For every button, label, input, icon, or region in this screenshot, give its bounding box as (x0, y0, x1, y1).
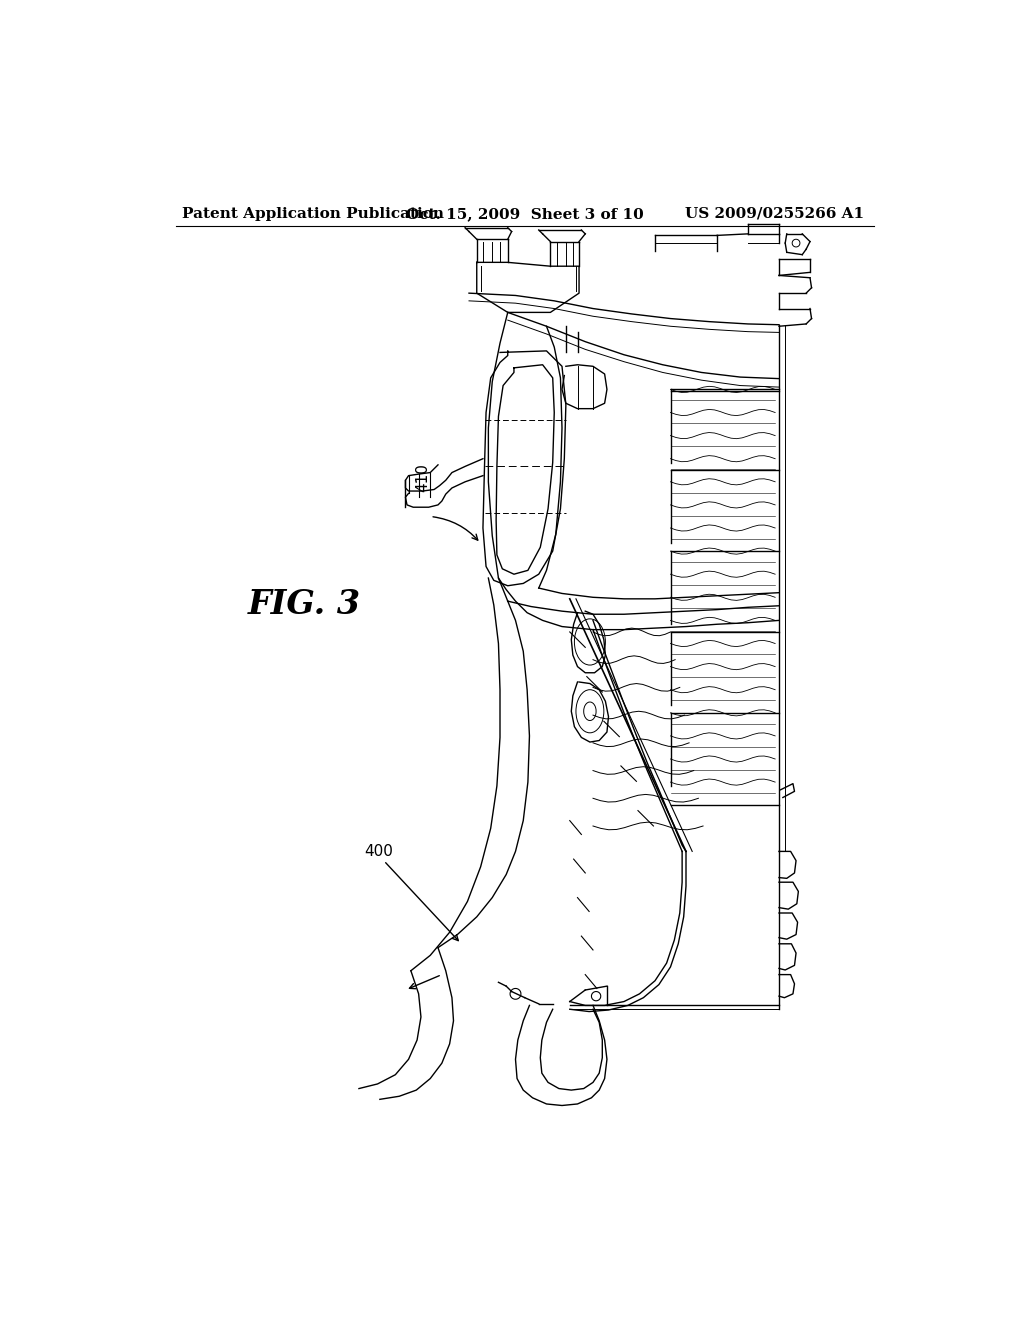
Text: Patent Application Publication: Patent Application Publication (182, 207, 444, 220)
Text: US 2009/0255266 A1: US 2009/0255266 A1 (685, 207, 864, 220)
Text: Oct. 15, 2009  Sheet 3 of 10: Oct. 15, 2009 Sheet 3 of 10 (406, 207, 644, 220)
Text: FIG. 3: FIG. 3 (248, 589, 361, 622)
Text: 400: 400 (365, 843, 393, 859)
Text: 410: 410 (415, 463, 430, 492)
